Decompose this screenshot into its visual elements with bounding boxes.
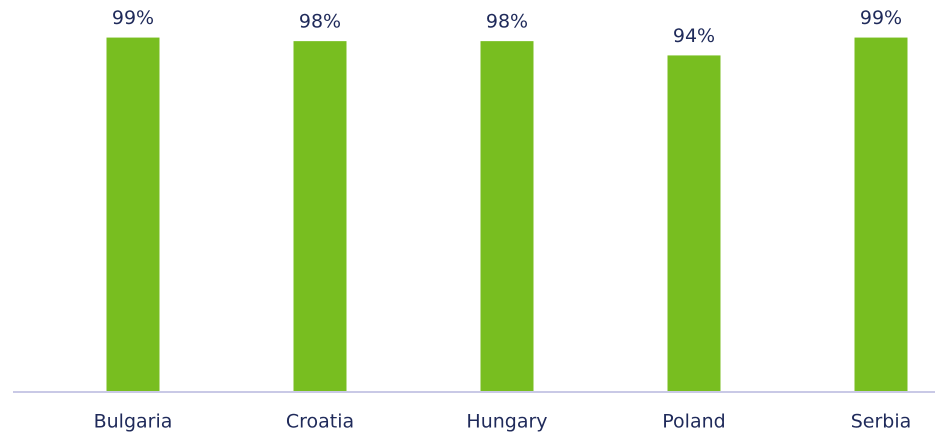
value-label: 94%	[673, 25, 715, 47]
value-label: 98%	[486, 11, 528, 33]
bar	[667, 55, 721, 392]
x-tick-label: Bulgaria	[94, 411, 173, 433]
x-tick-label: Croatia	[286, 411, 354, 433]
bar	[480, 41, 534, 391]
x-tick-label: Serbia	[851, 411, 912, 433]
bar	[854, 37, 908, 391]
bar	[106, 37, 160, 391]
value-label: 99%	[112, 7, 154, 29]
x-tick-label: Hungary	[466, 411, 547, 433]
value-label: 98%	[299, 11, 341, 33]
value-label: 99%	[860, 7, 902, 29]
bar	[293, 41, 347, 391]
x-tick-label: Poland	[662, 411, 725, 433]
